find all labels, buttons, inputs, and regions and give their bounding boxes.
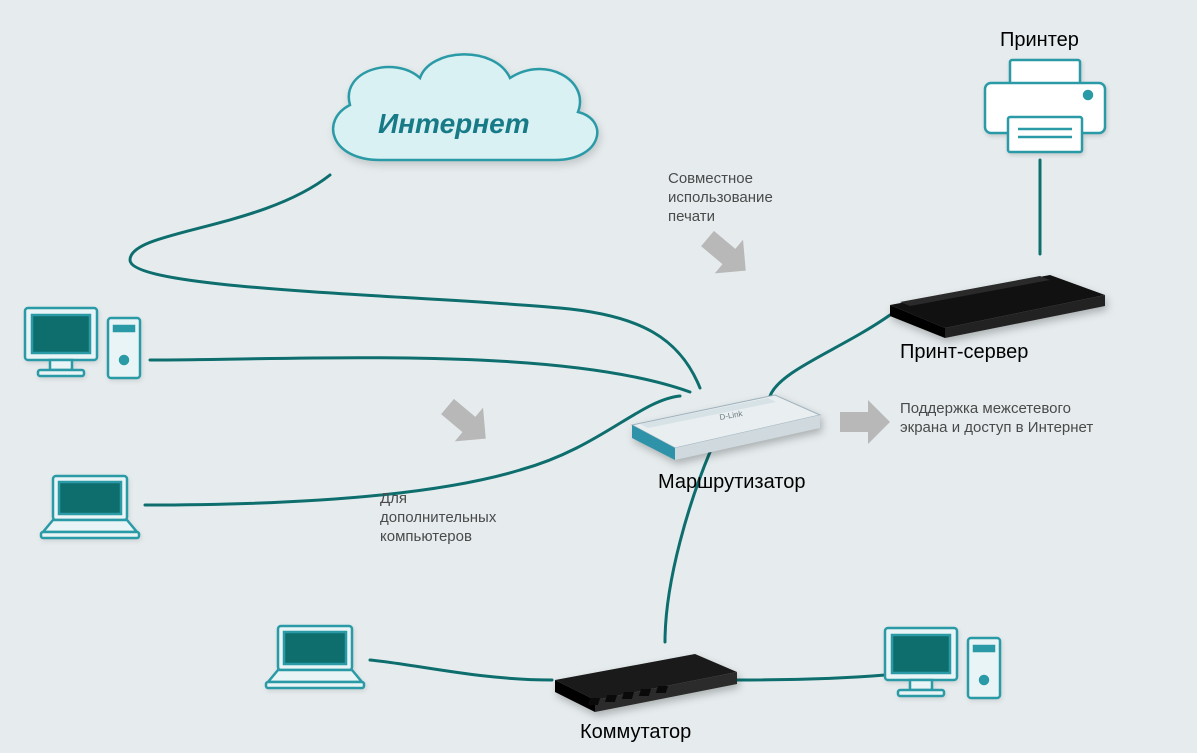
wire-pc_tl-router	[150, 358, 690, 392]
print-server-device	[880, 250, 1095, 345]
laptop-bottom-left	[260, 620, 370, 700]
desktop-pc-bottom-right	[880, 620, 1010, 720]
printer-title: Принтер	[1000, 28, 1079, 53]
wire-laptop_ml-router	[145, 396, 680, 505]
arrow-0	[690, 222, 760, 292]
wire-cloud-router	[130, 175, 700, 388]
label-share-print: Совместное использование печати	[668, 170, 773, 226]
laptop-mid-left	[35, 470, 145, 550]
router-device: D-Link	[620, 380, 820, 475]
print-server-title: Принт-сервер	[900, 340, 1028, 365]
switch-device	[545, 640, 735, 725]
arrow-1	[840, 400, 890, 449]
cloud-label: Интернет	[378, 108, 530, 140]
switch-title: Коммутатор	[580, 720, 691, 745]
label-firewall: Поддержка межсетевого экрана и доступ в …	[900, 400, 1093, 438]
arrow-2	[430, 390, 500, 460]
router-title: Маршрутизатор	[658, 470, 805, 495]
printer-device	[970, 55, 1120, 170]
wire-switch-laptop_bl	[370, 660, 552, 680]
label-extra-pcs: Для дополнительных компьютеров	[380, 490, 496, 546]
desktop-pc-top-left	[20, 300, 150, 400]
wire-switch-pc_br	[735, 675, 885, 680]
